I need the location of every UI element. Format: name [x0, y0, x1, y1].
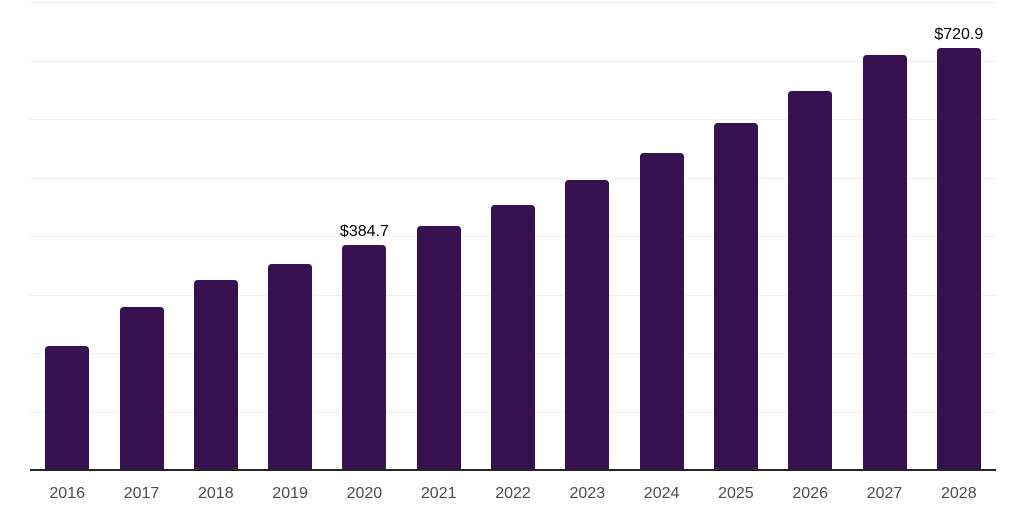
bar-2023 — [565, 180, 610, 470]
data-label-2020: $384.7 — [339, 223, 389, 240]
x-tick-label-2022: 2022 — [495, 485, 531, 502]
bar-2016 — [45, 346, 90, 470]
x-tick-label-2023: 2023 — [569, 485, 606, 502]
x-tick-label-2019: 2019 — [272, 485, 308, 502]
x-tick-label-2026: 2026 — [792, 485, 828, 502]
bar-2028 — [936, 48, 981, 470]
x-tick-label-2021: 2021 — [420, 485, 457, 502]
bar-2024 — [639, 152, 684, 470]
x-tick-label-2028: 2028 — [941, 485, 977, 502]
data-label-2028: $720.9 — [934, 26, 984, 44]
x-tick-label-2018: 2018 — [198, 485, 234, 502]
gridline — [30, 60, 996, 62]
x-tick-label-2025: 2025 — [718, 485, 754, 502]
bar-2025 — [713, 123, 758, 470]
x-tick-label-2017: 2017 — [123, 485, 160, 502]
bar-2018 — [193, 280, 238, 470]
bar-2026 — [788, 91, 833, 470]
bar-2020 — [342, 245, 387, 470]
x-tick-label-2016: 2016 — [49, 485, 85, 502]
bar-2017 — [119, 307, 164, 470]
x-tick-label-2024: 2024 — [643, 485, 680, 502]
bar-2019 — [268, 263, 313, 470]
x-axis-line — [30, 469, 996, 471]
bar-2027 — [862, 55, 907, 470]
bar-2021 — [416, 226, 461, 470]
gridline — [30, 119, 996, 120]
bar-2022 — [491, 205, 535, 470]
gridline — [30, 2, 996, 3]
x-tick-label-2020: 2020 — [346, 485, 383, 502]
x-tick-label-2027: 2027 — [866, 485, 903, 502]
gridline — [30, 177, 996, 179]
